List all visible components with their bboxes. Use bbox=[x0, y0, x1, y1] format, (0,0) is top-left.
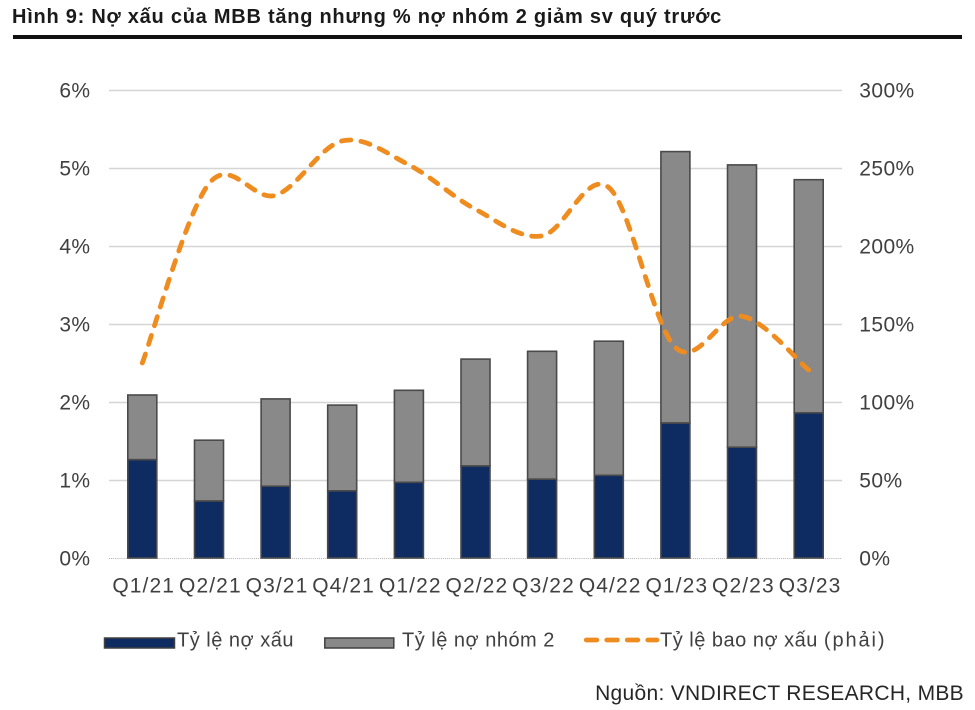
svg-text:Q4/21: Q4/21 bbox=[312, 575, 375, 598]
svg-text:Tỷ lệ bao nợ xấu (phải): Tỷ lệ bao nợ xấu (phải) bbox=[660, 630, 886, 652]
svg-text:Q3/21: Q3/21 bbox=[246, 575, 309, 598]
svg-text:0%: 0% bbox=[859, 547, 890, 570]
svg-text:250%: 250% bbox=[859, 157, 914, 180]
svg-text:4%: 4% bbox=[59, 235, 90, 258]
svg-text:Q2/21: Q2/21 bbox=[179, 575, 242, 598]
svg-text:300%: 300% bbox=[859, 79, 914, 102]
svg-text:Q2/22: Q2/22 bbox=[446, 575, 509, 598]
svg-text:50%: 50% bbox=[859, 469, 902, 492]
svg-text:150%: 150% bbox=[859, 313, 914, 336]
svg-text:Tỷ lệ nợ xấu: Tỷ lệ nợ xấu bbox=[177, 630, 294, 652]
svg-text:Q3/22: Q3/22 bbox=[512, 575, 575, 598]
svg-text:3%: 3% bbox=[59, 313, 90, 336]
svg-text:Tỷ lệ nợ nhóm 2: Tỷ lệ nợ nhóm 2 bbox=[402, 630, 555, 652]
svg-text:Q4/22: Q4/22 bbox=[579, 575, 642, 598]
svg-text:Q1/21: Q1/21 bbox=[112, 575, 175, 598]
svg-text:Q1/23: Q1/23 bbox=[645, 575, 708, 598]
svg-text:0%: 0% bbox=[59, 547, 90, 570]
svg-text:Q1/22: Q1/22 bbox=[379, 575, 442, 598]
svg-text:Nguồn: VNDIRECT RESEARCH, MBB: Nguồn: VNDIRECT RESEARCH, MBB bbox=[595, 682, 964, 705]
svg-text:2%: 2% bbox=[59, 391, 90, 414]
svg-text:1%: 1% bbox=[59, 469, 90, 492]
svg-text:6%: 6% bbox=[59, 79, 90, 102]
svg-text:100%: 100% bbox=[859, 391, 914, 414]
svg-text:5%: 5% bbox=[59, 157, 90, 180]
svg-text:Q2/23: Q2/23 bbox=[712, 575, 775, 598]
svg-text:Q3/23: Q3/23 bbox=[779, 575, 842, 598]
svg-text:200%: 200% bbox=[859, 235, 914, 258]
